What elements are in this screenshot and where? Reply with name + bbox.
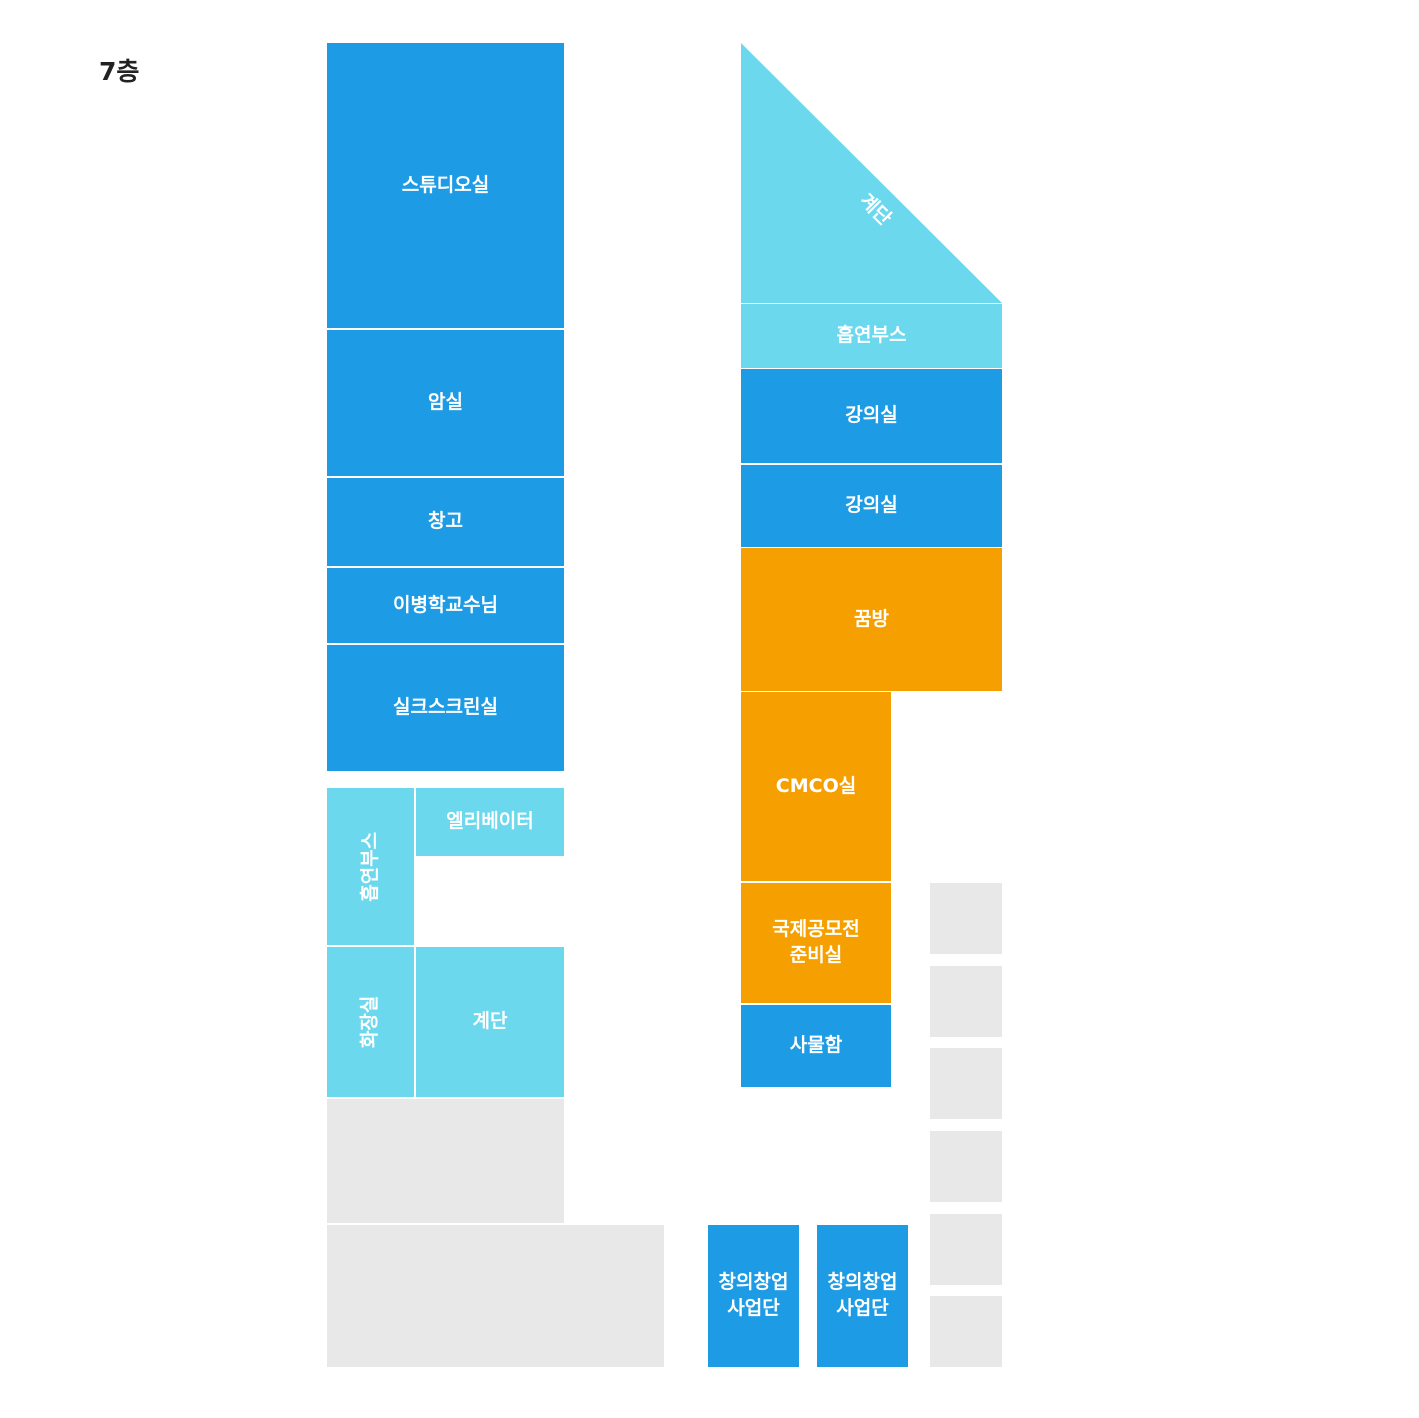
unlabeled-cell bbox=[930, 883, 1002, 954]
room-silkscreen[interactable]: 실크스크린실 bbox=[327, 645, 564, 771]
room-lecture-2[interactable]: 강의실 bbox=[741, 465, 1002, 547]
room-label: 창고 bbox=[428, 510, 463, 533]
room-label: 창의창업 사업단 bbox=[827, 1271, 898, 1319]
unlabeled-area bbox=[327, 1099, 564, 1223]
room-label: 꿈방 bbox=[854, 607, 889, 630]
room-professor-office[interactable]: 이병학교수님 bbox=[327, 568, 564, 643]
room-label: 국제공모전 준비실 bbox=[772, 918, 860, 966]
unlabeled-cell bbox=[930, 966, 1002, 1037]
room-storage[interactable]: 창고 bbox=[327, 478, 564, 566]
room-label: 엘리베이터 bbox=[446, 810, 534, 833]
room-darkroom[interactable]: 암실 bbox=[327, 330, 564, 476]
room-label: 흡연부스 bbox=[836, 324, 907, 347]
room-label: CMCO실 bbox=[775, 774, 857, 797]
unlabeled-area bbox=[327, 1225, 664, 1367]
room-startup-2[interactable]: 창의창업 사업단 bbox=[817, 1225, 908, 1367]
unlabeled-cell bbox=[930, 1214, 1002, 1285]
unlabeled-cell bbox=[930, 1296, 1002, 1367]
room-label: 스튜디오실 bbox=[401, 173, 490, 196]
room-startup-1[interactable]: 창의창업 사업단 bbox=[708, 1225, 799, 1367]
room-studio[interactable]: 스튜디오실 bbox=[327, 43, 564, 328]
room-label: 계단 bbox=[472, 1010, 508, 1033]
stairs-triangle-shape bbox=[741, 43, 1002, 303]
room-smoking-booth-left[interactable]: 흡연부스 bbox=[327, 788, 414, 945]
unlabeled-cell bbox=[930, 1131, 1002, 1202]
room-lockers[interactable]: 사물함 bbox=[741, 1005, 891, 1087]
room-lecture-1[interactable]: 강의실 bbox=[741, 369, 1002, 463]
room-label: 강의실 bbox=[845, 494, 898, 517]
room-stairs-right[interactable]: 계단 bbox=[741, 43, 1002, 303]
room-label: 이병학교수님 bbox=[393, 593, 498, 616]
room-cmco[interactable]: CMCO실 bbox=[741, 692, 891, 881]
floor-label: 7층 bbox=[99, 57, 140, 86]
room-label: 실크스크린실 bbox=[393, 696, 498, 719]
room-elevator[interactable]: 엘리베이터 bbox=[416, 788, 564, 856]
room-contest-prep[interactable]: 국제공모전 준비실 bbox=[741, 883, 891, 1003]
room-label: 흡연부스 bbox=[358, 831, 381, 902]
room-smoking-booth-right[interactable]: 흡연부스 bbox=[741, 304, 1002, 368]
room-label: 암실 bbox=[428, 391, 463, 414]
room-ggumbang[interactable]: 꿈방 bbox=[741, 548, 1002, 691]
room-label: 강의실 bbox=[845, 404, 898, 427]
room-label: 창의창업 사업단 bbox=[718, 1271, 789, 1319]
room-stairs-left[interactable]: 계단 bbox=[416, 947, 564, 1097]
unlabeled-cell bbox=[930, 1048, 1002, 1119]
room-label: 화장실 bbox=[358, 995, 381, 1049]
room-label: 사물함 bbox=[789, 1034, 843, 1057]
room-restroom[interactable]: 화장실 bbox=[327, 947, 414, 1097]
